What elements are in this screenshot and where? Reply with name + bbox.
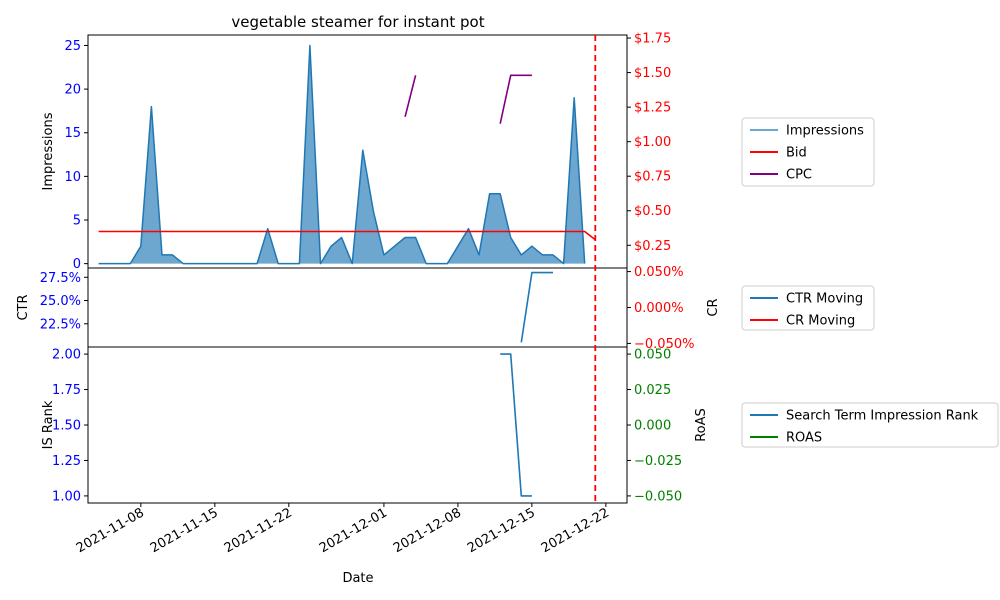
- y-axis-label-left-bot: IS Rank: [41, 400, 56, 449]
- left-tick-label-bot: 1.25: [52, 454, 81, 469]
- left-tick-label-mid: 22.5%: [40, 317, 81, 332]
- right-tick-label-top: $0.25: [634, 239, 671, 254]
- ctr-moving-line: [520, 271, 553, 343]
- right-tick-label-bot: −0.025: [634, 454, 682, 469]
- panel-frame-mid: [87, 267, 628, 348]
- left-tick-label-mid: 25.0%: [40, 294, 81, 309]
- x-tick-label: 2021-11-22: [222, 505, 295, 556]
- impressions-area: [98, 45, 585, 264]
- y-axis-label-left-top: Impressions: [41, 112, 56, 190]
- legend-box-top: [741, 117, 875, 187]
- y-axis-label-right-mid: CR: [706, 298, 721, 316]
- left-tick-label-bot: 1.75: [52, 383, 81, 398]
- left-tick-label-top: 10: [64, 170, 81, 185]
- left-tick-label-top: 5: [73, 214, 81, 229]
- legend-label-impressions: Impressions: [786, 124, 864, 139]
- bid-line: [98, 230, 596, 241]
- x-axis-label: Date: [342, 571, 373, 586]
- right-tick-label-mid: 0.000%: [634, 301, 684, 316]
- x-tick-label: 2021-12-15: [465, 505, 538, 556]
- y-axis-label-left-mid: CTR: [16, 294, 31, 320]
- left-tick-label-mid: 27.5%: [40, 271, 81, 286]
- right-tick-label-bot: 0.000: [634, 419, 671, 434]
- legend-label-cpc: CPC: [786, 168, 812, 183]
- right-tick-label-bot: −0.050: [634, 489, 682, 504]
- left-tick-label-top: 25: [64, 39, 81, 54]
- legend-box-bot: [741, 402, 999, 448]
- right-tick-label-top: $1.50: [634, 66, 671, 81]
- left-tick-label-bot: 1.50: [52, 419, 81, 434]
- x-tick-label: 2021-12-22: [539, 505, 612, 556]
- panel-frame-bot: [87, 346, 628, 504]
- x-tick-label: 2021-12-01: [317, 505, 390, 556]
- right-tick-label-top: $1.00: [634, 135, 671, 150]
- left-tick-label-bot: 2.00: [52, 348, 81, 363]
- impressions-line: [98, 44, 586, 265]
- right-tick-label-top: $1.75: [634, 32, 671, 47]
- legend-label-rank: Search Term Impression Rank: [786, 409, 979, 424]
- left-tick-label-bot: 1.00: [52, 489, 81, 504]
- x-tick-label: 2021-12-08: [391, 505, 464, 556]
- cpc-line: [499, 74, 532, 124]
- x-tick-label: 2021-11-08: [74, 505, 147, 556]
- right-tick-label-bot: 0.050: [634, 348, 671, 363]
- legend-label-ctr: CTR Moving: [786, 292, 863, 307]
- right-tick-label-bot: 0.025: [634, 383, 671, 398]
- legend-label-bid: Bid: [786, 146, 807, 161]
- right-tick-label-mid: 0.050%: [634, 265, 684, 280]
- right-tick-label-top: $0.50: [634, 204, 671, 219]
- left-tick-label-top: 15: [64, 126, 81, 141]
- cpc-line: [404, 75, 417, 117]
- impression-rank-line: [500, 353, 532, 497]
- left-tick-label-top: 20: [64, 83, 81, 98]
- right-tick-label-top: $0.75: [634, 170, 671, 185]
- legend-label-roas: ROAS: [786, 431, 822, 446]
- right-tick-label-top: $1.25: [634, 101, 671, 116]
- right-tick-label-mid: −0.050%: [634, 337, 694, 352]
- plot-layer: 0 5 10 15 20 25 $0.25 $0.50 $0.75 $1.00 $1.25 $1.50…: [16, 32, 999, 556]
- left-tick-label-top: 0: [73, 257, 81, 272]
- x-tick-label: 2021-11-15: [148, 505, 221, 556]
- chart-title: vegetable steamer for instant pot: [231, 13, 484, 31]
- y-axis-label-right-bot: RoAS: [694, 408, 709, 442]
- legend-label-cr: CR Moving: [786, 314, 855, 329]
